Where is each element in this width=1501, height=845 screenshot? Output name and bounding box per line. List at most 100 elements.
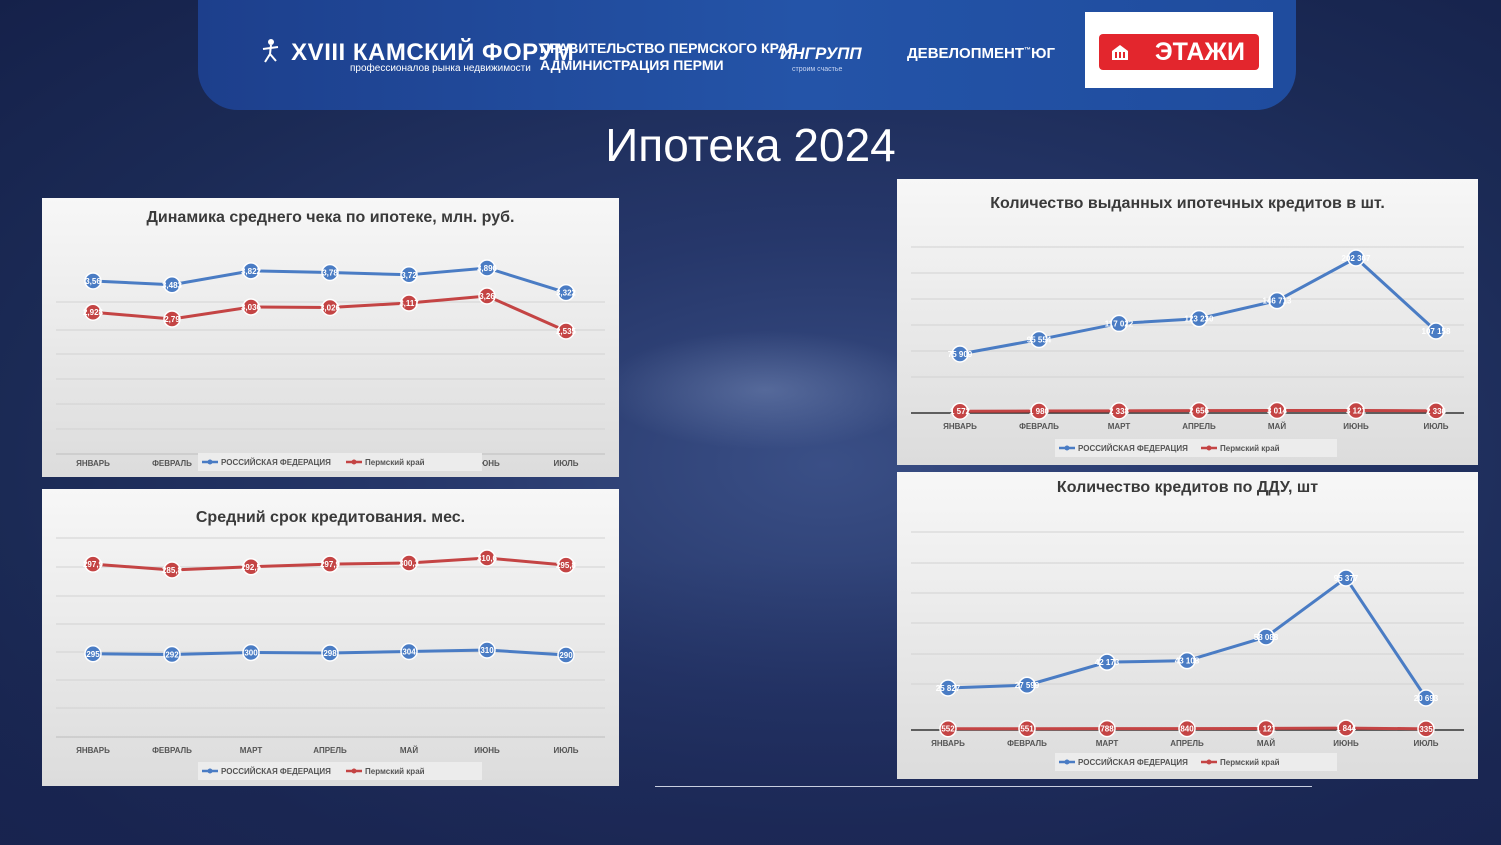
data-point — [1268, 401, 1286, 420]
x-tick-label: ИЮНЬ — [1343, 422, 1369, 431]
etazhi-name: ЭТАЖИ — [1154, 38, 1245, 66]
legend-background — [198, 762, 482, 780]
x-tick-label: ИЮНЬ — [1333, 739, 1359, 748]
chart-average-check: Динамика среднего чека по ипотеке, млн. … — [42, 198, 619, 477]
data-label: 295 — [86, 650, 100, 659]
x-tick-label: ФЕВРАЛЬ — [152, 459, 192, 468]
development-tm: ™ — [1024, 47, 1031, 54]
data-label: 3,26 — [479, 292, 495, 301]
data-label: 3,78 — [322, 268, 338, 277]
data-label: 552 — [941, 725, 955, 734]
x-tick-label: ЯНВАРЬ — [76, 459, 110, 468]
data-point — [939, 679, 957, 697]
legend-marker — [351, 768, 357, 774]
data-label: 27 599 — [1015, 681, 1040, 690]
data-point — [557, 646, 575, 664]
data-point — [400, 294, 418, 312]
data-label: 2,535 — [556, 327, 577, 336]
data-label: 551 — [1020, 725, 1034, 734]
data-label: 3,822 — [241, 267, 262, 276]
data-label: 58 088 — [1254, 633, 1279, 642]
data-label: 42 173 — [1095, 658, 1120, 667]
x-tick-label: ИЮЛЬ — [1413, 739, 1438, 748]
development-suffix: ЮГ — [1031, 45, 1055, 62]
data-label: 310 — [480, 646, 494, 655]
x-tick-label: ФЕВРАЛЬ — [1007, 739, 1047, 748]
x-tick-label: ЯНВАРЬ — [943, 422, 977, 431]
data-point — [1337, 719, 1355, 737]
development-yug-logo: ДЕВЕЛОПМЕНТ™ЮГ — [907, 45, 1055, 62]
x-tick-label: ФЕВРАЛЬ — [1019, 422, 1059, 431]
x-tick-label: ЯНВАРЬ — [931, 739, 965, 748]
legend-background — [1055, 439, 1337, 457]
x-tick-label: МАРТ — [240, 746, 263, 755]
legend-marker — [207, 459, 213, 465]
data-label: 107 158 — [1422, 327, 1451, 336]
data-label: 3 121 — [1346, 406, 1367, 415]
data-point — [242, 298, 260, 316]
forum-figure-icon — [262, 39, 279, 63]
data-label: 335 — [1419, 725, 1433, 734]
data-point — [478, 641, 496, 659]
data-label: 292,5 — [241, 563, 262, 572]
data-point — [321, 555, 339, 573]
data-point — [939, 719, 957, 738]
page-title: Ипотека 2024 — [605, 119, 896, 171]
legend-background — [1055, 753, 1337, 771]
data-point — [1178, 651, 1196, 670]
data-point — [1427, 322, 1445, 340]
data-label: 2,928 — [83, 308, 104, 317]
x-tick-label: ИЮНЬ — [474, 459, 500, 468]
legend-marker — [1206, 759, 1212, 765]
data-point — [84, 272, 102, 290]
data-label: 298 — [323, 649, 337, 658]
x-tick-label: АПРЕЛЬ — [1170, 739, 1204, 748]
data-label: 3,026 — [320, 303, 341, 312]
x-tick-label: АПРЕЛЬ — [1182, 422, 1216, 431]
data-label: 285,8 — [162, 566, 183, 575]
data-point — [242, 643, 260, 662]
x-tick-label: МАРТ — [1096, 739, 1119, 748]
house-icon — [1112, 45, 1128, 60]
government-line-2: АДМИНИСТРАЦИЯ ПЕРМИ — [540, 57, 724, 73]
data-label: 117 022 — [1105, 319, 1134, 328]
legend-marker — [1064, 759, 1070, 765]
chart-svg: Количество выданных ипотечных кредитов в… — [911, 195, 1464, 457]
x-tick-label: ИЮЛЬ — [553, 459, 578, 468]
legend-label: Пермский край — [365, 458, 425, 467]
data-label: 2,79 — [164, 315, 180, 324]
data-label: 2 656 — [1189, 407, 1210, 416]
x-tick-label: АПРЕЛЬ — [313, 746, 347, 755]
ingroup-name: ИНГРУПП — [780, 44, 862, 63]
x-tick-label: ЯНВАРЬ — [76, 746, 110, 755]
data-point — [1098, 653, 1116, 671]
data-point — [242, 262, 260, 280]
data-label: 1 572 — [950, 407, 971, 416]
ingroup-logo: ИНГРУПП строим счастье — [780, 44, 862, 73]
data-label: 840 — [1180, 725, 1194, 734]
data-point — [951, 402, 969, 420]
data-label: 146 713 — [1263, 297, 1292, 306]
x-tick-label: ИЮЛЬ — [1423, 422, 1448, 431]
data-point — [321, 644, 339, 662]
chart-legend: РОССИЙСКАЯ ФЕДЕРАЦИЯ Пермский край — [1055, 753, 1337, 771]
footer-divider — [655, 786, 1312, 787]
data-point — [1337, 569, 1355, 587]
development-name: ДЕВЕЛОПМЕНТ — [907, 45, 1024, 62]
chart-title: Динамика среднего чека по ипотеке, млн. … — [147, 209, 515, 226]
data-point — [478, 549, 496, 567]
forum-subtitle: профессионалов рынка недвижимости — [350, 63, 531, 74]
x-tick-label: МАЙ — [1257, 739, 1275, 748]
legend-label: Пермский край — [1220, 758, 1280, 767]
data-point — [400, 554, 418, 572]
data-label: 297,9 — [83, 560, 104, 569]
data-label: 123 230 — [1185, 315, 1214, 324]
ingroup-slogan: строим счастье — [792, 66, 843, 73]
background-river-glow — [600, 330, 930, 450]
legend-marker — [207, 768, 213, 774]
data-label: 43 108 — [1175, 657, 1200, 666]
data-label: 3,72 — [401, 271, 417, 280]
chart-title: Количество выданных ипотечных кредитов в… — [990, 195, 1385, 212]
x-tick-label: ИЮЛЬ — [553, 746, 578, 755]
data-label: 95 554 — [1027, 336, 1052, 345]
